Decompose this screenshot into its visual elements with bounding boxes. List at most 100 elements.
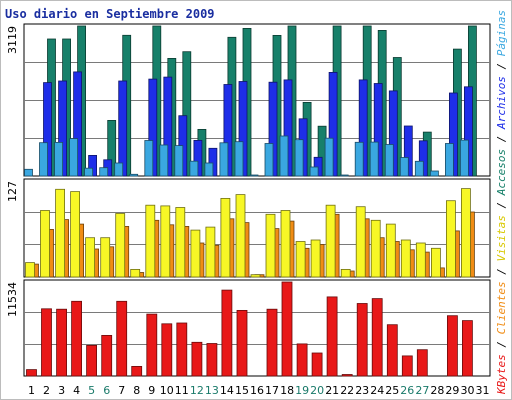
bar-traffic-pginas-day-1 — [24, 168, 33, 177]
bar-visits-visitas-day-1 — [25, 262, 35, 278]
x-tick-label-day-16: 16 — [250, 384, 264, 397]
bar-kbytes-kbytes-day-9 — [146, 313, 158, 377]
bar-traffic-pginas-day-25 — [384, 144, 394, 177]
x-tick-label-day-3: 3 — [58, 384, 65, 397]
bar-traffic-pginas-day-8 — [129, 173, 139, 177]
x-tick-label-day-19: 19 — [295, 384, 309, 397]
bar-visits-visitas-day-13 — [205, 226, 216, 278]
bar-traffic-pginas-day-10 — [159, 144, 169, 177]
x-tick-label-day-28: 28 — [430, 384, 444, 397]
x-tick-label-day-21: 21 — [325, 384, 339, 397]
bar-traffic-pginas-day-18 — [279, 135, 289, 177]
bar-visits-visitas-day-16 — [250, 274, 261, 278]
bar-kbytes-kbytes-day-18 — [281, 281, 293, 377]
x-tick-label-day-26: 26 — [400, 384, 414, 397]
x-tick-label-day-14: 14 — [220, 384, 234, 397]
ymax-label-traffic: 3119 — [6, 26, 19, 54]
x-tick-label-day-11: 11 — [175, 384, 189, 397]
bar-kbytes-kbytes-day-7 — [116, 300, 128, 377]
bar-visits-visitas-day-11 — [175, 207, 186, 278]
x-tick-label-day-15: 15 — [235, 384, 249, 397]
x-tick-label-day-25: 25 — [385, 384, 399, 397]
x-tick-label-day-2: 2 — [43, 384, 50, 397]
bar-visits-visitas-day-30 — [460, 188, 471, 278]
bar-visits-visitas-day-10 — [160, 205, 171, 278]
bar-kbytes-kbytes-day-26 — [401, 355, 413, 377]
bar-traffic-pginas-day-9 — [144, 140, 154, 177]
bar-traffic-pginas-day-11 — [174, 145, 184, 177]
x-tick-label-day-8: 8 — [133, 384, 140, 397]
bar-visits-visitas-day-28 — [430, 247, 441, 278]
legend-item-archivos: Archivos — [495, 76, 508, 130]
x-tick-label-day-29: 29 — [445, 384, 459, 397]
bar-visits-visitas-day-24 — [370, 219, 381, 278]
bar-kbytes-kbytes-day-20 — [311, 352, 323, 377]
bar-visits-visitas-day-19 — [295, 241, 306, 278]
bar-traffic-pginas-day-15 — [234, 141, 244, 177]
bar-visits-visitas-day-22 — [340, 268, 351, 278]
bar-kbytes-kbytes-day-12 — [191, 341, 203, 377]
x-tick-label-day-5: 5 — [88, 384, 95, 397]
legend-item-visitas: Visitas — [495, 215, 508, 261]
bar-visits-visitas-day-4 — [70, 191, 80, 278]
bar-traffic-pginas-day-6 — [99, 167, 109, 177]
bar-kbytes-kbytes-day-1 — [26, 369, 37, 377]
bar-visits-visitas-day-14 — [220, 197, 231, 278]
x-tick-label-day-30: 30 — [461, 384, 475, 397]
bar-kbytes-kbytes-day-11 — [176, 322, 188, 377]
bar-traffic-pginas-day-24 — [369, 141, 379, 177]
bar-kbytes-kbytes-day-19 — [296, 343, 308, 377]
bar-traffic-archivos-day-7 — [118, 80, 128, 177]
x-tick-label-day-6: 6 — [103, 384, 110, 397]
bar-kbytes-kbytes-day-13 — [206, 343, 218, 377]
x-tick-label-day-20: 20 — [310, 384, 324, 397]
bar-kbytes-kbytes-day-8 — [131, 365, 143, 377]
chart-title: Uso diario en Septiembre 2009 — [5, 7, 215, 21]
bar-kbytes-kbytes-day-6 — [101, 334, 113, 377]
bar-traffic-pginas-day-5 — [84, 167, 93, 177]
x-tick-label-day-13: 13 — [205, 384, 219, 397]
bar-visits-visitas-day-17 — [265, 213, 276, 278]
legend: KBytes / Clientes / Visitas / Accesos / … — [495, 10, 508, 395]
bar-visits-visitas-day-7 — [115, 213, 126, 278]
bar-kbytes-kbytes-day-24 — [371, 298, 383, 377]
bar-traffic-pginas-day-23 — [354, 141, 364, 177]
bar-visits-visitas-day-29 — [445, 200, 456, 278]
bar-visits-visitas-day-27 — [415, 242, 426, 278]
bar-visits-visitas-day-25 — [385, 223, 396, 278]
legend-separator: / — [495, 334, 508, 354]
x-tick-label-day-27: 27 — [415, 384, 429, 397]
bar-kbytes-kbytes-day-5 — [86, 344, 97, 377]
bar-kbytes-kbytes-day-30 — [461, 320, 473, 377]
bar-traffic-pginas-day-21 — [324, 137, 334, 177]
bar-kbytes-kbytes-day-2 — [41, 308, 52, 377]
x-tick-label-day-9: 9 — [148, 384, 155, 397]
bar-traffic-pginas-day-12 — [189, 160, 199, 177]
bar-traffic-pginas-day-17 — [264, 143, 274, 177]
bar-visits-visitas-day-20 — [310, 239, 321, 278]
bar-traffic-pginas-day-30 — [459, 139, 469, 177]
bar-traffic-pginas-day-27 — [414, 160, 424, 177]
bar-traffic-pginas-day-26 — [399, 157, 409, 177]
legend-separator: / — [495, 195, 508, 215]
bar-traffic-pginas-day-20 — [309, 166, 319, 177]
bar-kbytes-kbytes-day-17 — [266, 308, 278, 377]
bar-visits-visitas-day-6 — [100, 237, 111, 278]
bar-visits-visitas-day-3 — [55, 188, 65, 278]
bar-traffic-pginas-day-13 — [204, 162, 214, 177]
bar-kbytes-kbytes-day-25 — [386, 324, 398, 377]
bar-traffic-pginas-day-19 — [294, 139, 304, 177]
bar-visits-visitas-day-5 — [85, 237, 95, 278]
legend-item-pginas: Páginas — [495, 10, 508, 56]
bar-visits-visitas-day-9 — [145, 204, 156, 278]
bar-visits-visitas-day-8 — [130, 268, 141, 278]
bar-kbytes-kbytes-day-4 — [71, 300, 82, 377]
legend-separator: / — [495, 262, 508, 282]
bar-kbytes-kbytes-day-22 — [341, 374, 353, 377]
ymax-label-kbytes: 11534 — [6, 282, 19, 317]
bar-kbytes-kbytes-day-14 — [221, 289, 233, 377]
x-tick-label-day-23: 23 — [355, 384, 369, 397]
bar-visits-visitas-day-12 — [190, 229, 201, 278]
bar-traffic-pginas-day-28 — [429, 170, 439, 177]
x-tick-label-day-18: 18 — [280, 384, 294, 397]
